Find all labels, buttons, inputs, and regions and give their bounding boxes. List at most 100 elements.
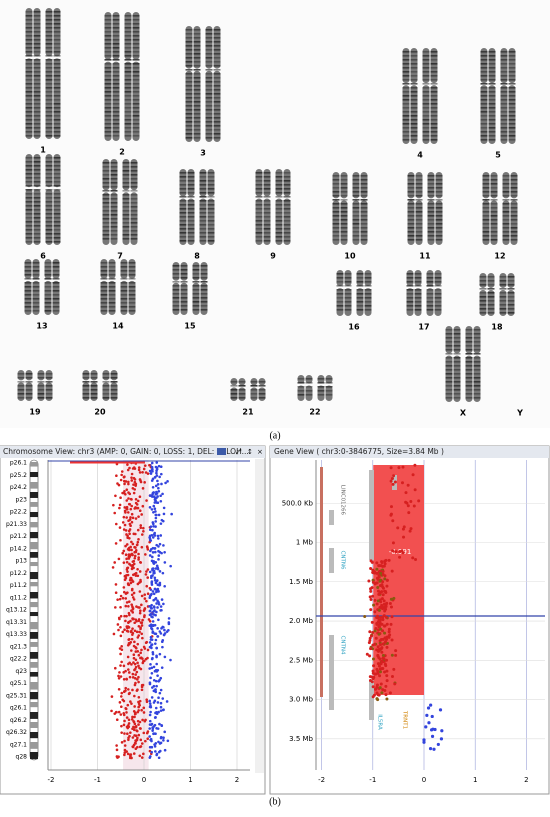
- band: [407, 219, 415, 221]
- band: [427, 199, 435, 201]
- band: [422, 63, 430, 65]
- toolbar-icon[interactable]: ↕: [247, 448, 253, 456]
- probe-dot: [149, 525, 153, 528]
- band: [445, 329, 453, 331]
- band: [480, 115, 488, 117]
- band: [45, 381, 53, 383]
- band: [193, 85, 201, 87]
- band: [180, 289, 188, 291]
- band: [130, 238, 138, 240]
- probe-dot: [119, 594, 123, 598]
- band-label: q23: [16, 668, 28, 675]
- probe-dot: [132, 591, 136, 595]
- band: [24, 282, 32, 284]
- band: [110, 389, 118, 391]
- probe-dot: [369, 559, 373, 563]
- probe-dot: [151, 485, 155, 489]
- probe-dot: [156, 479, 159, 483]
- probe-dot: [389, 605, 393, 609]
- band: [130, 182, 138, 184]
- probe-dot: [133, 621, 137, 625]
- band: [352, 227, 360, 229]
- band: [406, 273, 414, 275]
- band: [104, 79, 112, 81]
- band: [110, 230, 118, 232]
- scrollbar[interactable]: [255, 459, 264, 773]
- band: [104, 131, 112, 133]
- band: [213, 137, 221, 139]
- toolbar-icon[interactable]: ⤢: [236, 448, 242, 456]
- band: [283, 224, 291, 226]
- probe-dot: [155, 590, 158, 594]
- band: [25, 177, 33, 179]
- band: [426, 293, 434, 295]
- ideogram-band: [30, 622, 38, 630]
- band: [53, 15, 61, 17]
- probe-dot: [154, 668, 158, 672]
- probe-dot: [150, 479, 154, 482]
- band: [230, 381, 238, 383]
- band: [108, 274, 116, 276]
- probe-dot: [151, 652, 155, 656]
- chromatid: [100, 259, 108, 279]
- band: [205, 101, 213, 103]
- band: [193, 37, 201, 39]
- probe-dot: [146, 472, 150, 475]
- band: [510, 211, 518, 213]
- close-button[interactable]: ×: [257, 448, 263, 456]
- band: [360, 175, 368, 177]
- band: [499, 304, 507, 306]
- band: [82, 373, 90, 375]
- band: [205, 81, 213, 83]
- toolbar-icon[interactable]: [217, 448, 226, 455]
- probe-dot: [124, 597, 128, 600]
- band: [332, 183, 340, 185]
- ideogram-band: [30, 552, 38, 558]
- band: [112, 31, 120, 33]
- band: [53, 35, 61, 37]
- probe-dot: [378, 639, 382, 643]
- band: [32, 298, 40, 300]
- probe-dot: [398, 555, 402, 559]
- probe-dot: [150, 508, 154, 511]
- probe-dot: [381, 615, 385, 619]
- probe-dot: [430, 734, 435, 738]
- band: [502, 223, 510, 225]
- band: [53, 63, 61, 65]
- probe-dot: [136, 745, 139, 749]
- probe-dot: [155, 602, 158, 605]
- band: [213, 85, 221, 87]
- band: [336, 309, 344, 311]
- ideogram-band: [30, 642, 38, 647]
- band: [510, 239, 518, 241]
- band: [507, 288, 515, 290]
- probe-dot: [367, 579, 371, 583]
- band: [275, 228, 283, 230]
- band: [479, 288, 487, 290]
- band: [44, 290, 52, 292]
- probe-dot: [149, 663, 152, 666]
- band: [112, 63, 120, 65]
- probe-dot: [170, 512, 173, 516]
- probe-dot: [142, 659, 146, 663]
- band: [332, 187, 340, 189]
- probe-dot: [132, 661, 135, 664]
- band: [238, 385, 246, 387]
- band: [340, 203, 348, 205]
- probe-dot: [402, 535, 406, 539]
- band: [473, 333, 481, 335]
- band: [488, 123, 496, 125]
- band: [128, 262, 136, 264]
- probe-dot: [145, 545, 149, 548]
- band: [122, 190, 130, 192]
- band: [33, 131, 41, 133]
- band: [473, 389, 481, 391]
- chromatid: [90, 382, 98, 401]
- probe-dot: [119, 614, 123, 618]
- band: [297, 394, 305, 396]
- ideogram-band: [30, 662, 38, 668]
- band: [479, 292, 487, 294]
- band: [25, 11, 33, 13]
- probe-dot: [154, 642, 157, 645]
- probe-dot: [130, 718, 134, 721]
